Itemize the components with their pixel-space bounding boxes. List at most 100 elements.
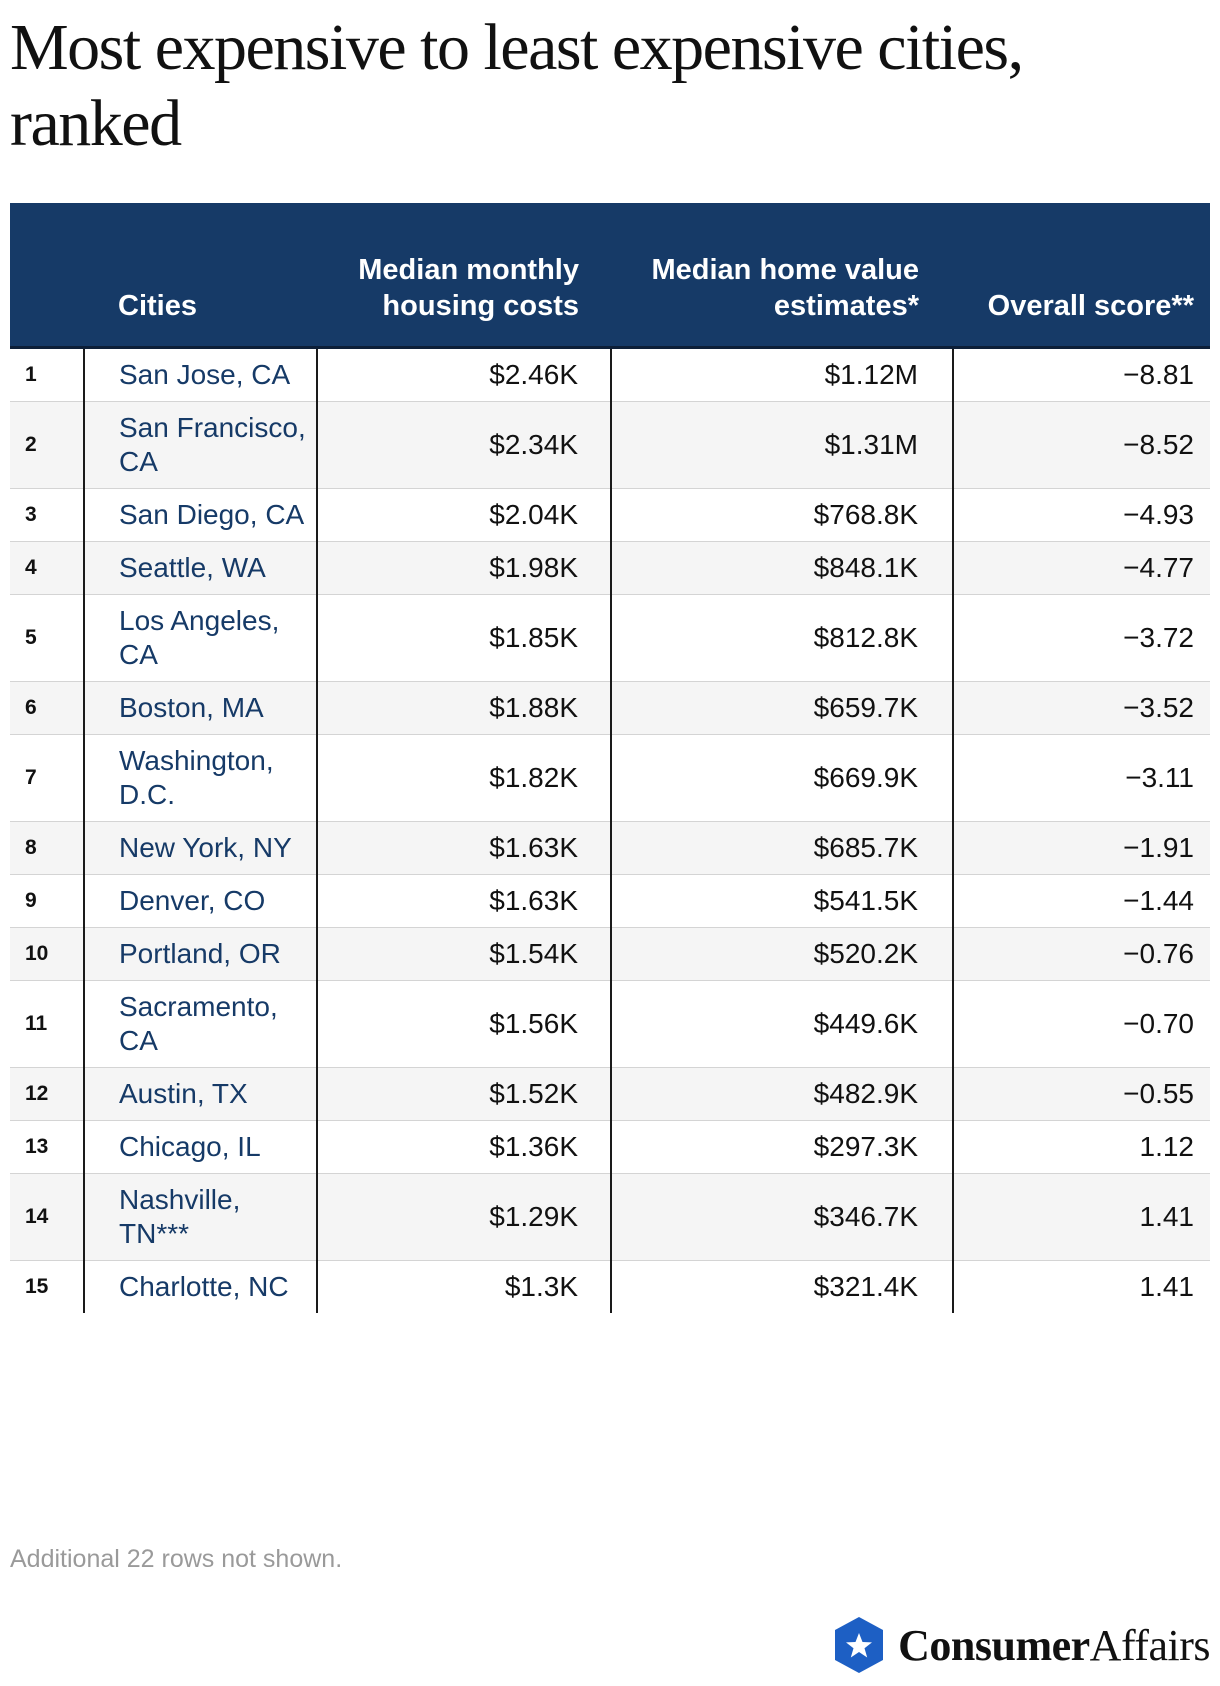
rank-cell: 1 (10, 347, 85, 401)
home-value-cell: $1.12M (611, 347, 954, 401)
home-value-cell: $346.7K (611, 1173, 954, 1260)
rank-cell: 11 (10, 980, 85, 1067)
home-value-cell: $669.9K (611, 734, 954, 821)
overall-score-cell: −0.55 (1123, 1077, 1194, 1109)
housing-cost-cell: $1.88K (317, 681, 612, 734)
rank-cell: 9 (10, 874, 85, 927)
table-row: 13 Chicago, IL $1.36K $297.3K 1.12 (10, 1120, 1210, 1173)
home-value-cell: $297.3K (611, 1120, 954, 1173)
rank-cell: 6 (10, 681, 85, 734)
header-median-home-value: Median home value estimates* (611, 203, 953, 349)
table-row: 14 Nashville, TN*** $1.29K $346.7K 1.41 (10, 1173, 1210, 1260)
consumeraffairs-logo: ConsumerAffairs (832, 1615, 1211, 1675)
home-value-cell: $659.7K (611, 681, 954, 734)
table-body: 1 San Jose, CA $2.46K $1.12M −8.81 2 San Franc… (10, 347, 1210, 1313)
rank-cell: 8 (10, 821, 85, 874)
city-cell: Sacramento, CA (84, 980, 318, 1067)
table-row: 5 Los Angeles, CA $1.85K $812.8K −3.72 (10, 594, 1210, 681)
header-overall-score: Overall score** (953, 203, 1210, 349)
header-rank (10, 203, 84, 349)
city-cell: Los Angeles, CA (84, 594, 318, 681)
star-shield-icon (835, 1617, 884, 1673)
table-row: 7 Washington, D.C. $1.82K $669.9K −3.11 (10, 734, 1210, 821)
housing-cost-cell: $2.04K (317, 488, 612, 541)
rank-cell: 4 (10, 541, 85, 594)
city-cell: Charlotte, NC (84, 1260, 318, 1313)
overall-score-cell: −8.81 (1123, 358, 1194, 390)
rank-cell: 12 (10, 1067, 85, 1120)
overall-score-cell: −3.52 (1123, 691, 1194, 723)
city-cell: Washington, D.C. (84, 734, 318, 821)
housing-cost-cell: $1.63K (317, 821, 612, 874)
city-cell: Denver, CO (84, 874, 318, 927)
rank-cell: 5 (10, 594, 85, 681)
home-value-cell: $685.7K (611, 821, 954, 874)
header-median-housing-costs: Median monthly housing costs (317, 203, 611, 349)
overall-score-cell: −3.72 (1123, 621, 1194, 653)
table-row: 10 Portland, OR $1.54K $520.2K −0.76 (10, 927, 1210, 980)
table-row: 2 San Francisco, CA $2.34K $1.31M −8.52 (10, 401, 1210, 488)
housing-cost-cell: $1.82K (317, 734, 612, 821)
city-cell: Austin, TX (84, 1067, 318, 1120)
overall-score-cell: 1.41 (1139, 1270, 1195, 1302)
home-value-cell: $520.2K (611, 927, 954, 980)
housing-cost-cell: $2.46K (317, 347, 612, 401)
header-cities: Cities (84, 203, 317, 349)
logo-text-affairs: Affairs (1089, 1620, 1211, 1670)
city-cell: Seattle, WA (84, 541, 318, 594)
overall-score-cell: −1.44 (1123, 884, 1194, 916)
table-row: 9 Denver, CO $1.63K $541.5K −1.44 (10, 874, 1210, 927)
overall-score-cell: 1.41 (1139, 1200, 1195, 1232)
table-row: 12 Austin, TX $1.52K $482.9K −0.55 (10, 1067, 1210, 1120)
overall-score-cell: −4.77 (1123, 551, 1194, 583)
overall-score-cell: −4.93 (1123, 498, 1194, 530)
home-value-cell: $1.31M (611, 401, 954, 488)
home-value-cell: $482.9K (611, 1067, 954, 1120)
city-cell: San Francisco, CA (84, 401, 318, 488)
table-row: 1 San Jose, CA $2.46K $1.12M −8.81 (10, 347, 1210, 401)
cities-table: Cities Median monthly housing costs Medi… (10, 203, 1210, 1313)
city-cell: Nashville, TN*** (84, 1173, 318, 1260)
housing-cost-cell: $1.63K (317, 874, 612, 927)
rows-not-shown-note: Additional 22 rows not shown. (10, 1545, 343, 1573)
housing-cost-cell: $1.85K (317, 594, 612, 681)
logo-wordmark: ConsumerAffairs (898, 1620, 1210, 1671)
city-cell: Portland, OR (84, 927, 318, 980)
overall-score-cell: −3.11 (1125, 761, 1194, 793)
city-cell: Chicago, IL (84, 1120, 318, 1173)
home-value-cell: $321.4K (611, 1260, 954, 1313)
table-row: 6 Boston, MA $1.88K $659.7K −3.52 (10, 681, 1210, 734)
housing-cost-cell: $1.56K (317, 980, 612, 1067)
rank-cell: 14 (10, 1173, 85, 1260)
city-cell: New York, NY (84, 821, 318, 874)
rank-cell: 7 (10, 734, 85, 821)
table-row: 4 Seattle, WA $1.98K $848.1K −4.77 (10, 541, 1210, 594)
housing-cost-cell: $2.34K (317, 401, 612, 488)
home-value-cell: $812.8K (611, 594, 954, 681)
table-row: 11 Sacramento, CA $1.56K $449.6K −0.70 (10, 980, 1210, 1067)
table-header: Cities Median monthly housing costs Medi… (10, 203, 1210, 349)
overall-score-cell: 1.12 (1139, 1130, 1195, 1162)
home-value-cell: $449.6K (611, 980, 954, 1067)
rank-cell: 15 (10, 1260, 85, 1313)
home-value-cell: $768.8K (611, 488, 954, 541)
city-cell: San Jose, CA (84, 347, 318, 401)
home-value-cell: $541.5K (611, 874, 954, 927)
page-title: Most expensive to least expensive cities… (10, 11, 1024, 160)
overall-score-cell: −0.70 (1123, 1007, 1194, 1039)
rank-cell: 10 (10, 927, 85, 980)
housing-cost-cell: $1.52K (317, 1067, 612, 1120)
overall-score-cell: −0.76 (1123, 937, 1194, 969)
rank-cell: 2 (10, 401, 85, 488)
table-row: 15 Charlotte, NC $1.3K $321.4K 1.41 (10, 1260, 1210, 1313)
table-row: 3 San Diego, CA $2.04K $768.8K −4.93 (10, 488, 1210, 541)
housing-cost-cell: $1.54K (317, 927, 612, 980)
overall-score-cell: −8.52 (1123, 428, 1194, 460)
overall-score-cell: −1.91 (1123, 831, 1194, 863)
logo-text-consumer: Consumer (898, 1620, 1090, 1670)
housing-cost-cell: $1.36K (317, 1120, 612, 1173)
rank-cell: 3 (10, 488, 85, 541)
housing-cost-cell: $1.98K (317, 541, 612, 594)
home-value-cell: $848.1K (611, 541, 954, 594)
housing-cost-cell: $1.3K (317, 1260, 612, 1313)
